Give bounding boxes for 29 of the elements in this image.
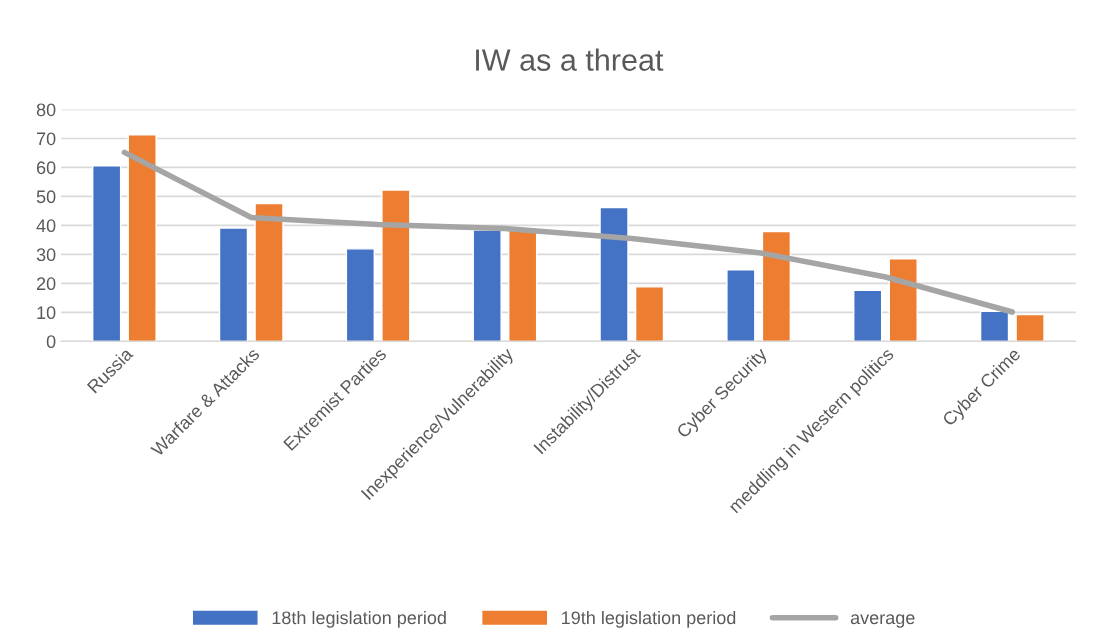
y-tick-label: 40	[36, 219, 56, 233]
y-tick-label: 60	[36, 161, 56, 175]
bar	[92, 165, 122, 342]
y-tick-label: 80	[36, 103, 56, 117]
y-tick-label: 70	[36, 132, 56, 146]
bar	[726, 269, 756, 342]
chart-title: IW as a threat	[476, 48, 664, 71]
y-tick-label: 0	[46, 335, 56, 349]
bar	[853, 289, 883, 342]
y-tick-label: 50	[36, 190, 56, 204]
bar	[979, 310, 1010, 342]
bar	[888, 258, 918, 342]
bar	[218, 227, 249, 342]
bar	[254, 202, 284, 342]
bar	[381, 189, 411, 342]
bar	[345, 248, 375, 342]
y-tick-label: 30	[36, 248, 56, 262]
legend-label: 18th legislation period	[272, 610, 446, 628]
y-tick-label: 20	[36, 277, 56, 291]
bar	[472, 229, 502, 342]
y-tick-label: 10	[37, 306, 56, 320]
legend-label: 19th legislation period	[562, 610, 736, 628]
bar	[1015, 313, 1045, 342]
bar	[599, 206, 629, 342]
bar	[761, 230, 792, 342]
bar	[634, 286, 665, 342]
legend-label: average	[850, 614, 915, 628]
bar	[127, 133, 157, 342]
bar	[508, 229, 538, 342]
